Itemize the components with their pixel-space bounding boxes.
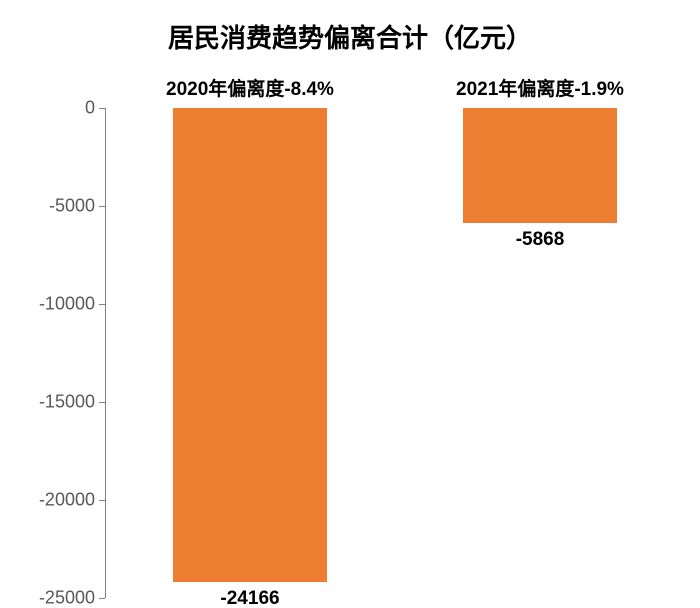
bar [463, 108, 617, 223]
y-axis-line [105, 108, 106, 598]
y-tick-mark [99, 206, 105, 207]
bar-value-label: -24166 [220, 588, 279, 608]
bar-chart: 居民消费趋势偏离合计（亿元） 0-5000-10000-15000-20000-… [0, 0, 700, 608]
y-tick-mark [99, 402, 105, 403]
y-tick-label: -20000 [39, 490, 105, 511]
y-tick-mark [99, 304, 105, 305]
plot-area: 0-5000-10000-15000-20000-25000-24166-586… [105, 108, 685, 598]
chart-title: 居民消费趋势偏离合计（亿元） [0, 18, 700, 55]
y-tick-mark [99, 598, 105, 599]
y-tick-mark [99, 108, 105, 109]
y-tick-label: -25000 [39, 588, 105, 608]
y-tick-label: -5000 [49, 196, 105, 217]
y-tick-mark [99, 500, 105, 501]
bar [173, 108, 327, 582]
y-tick-label: -15000 [39, 392, 105, 413]
category-label: 2020年偏离度-8.4% [166, 74, 334, 101]
bar-value-label: -5868 [516, 229, 565, 251]
category-label: 2021年偏离度-1.9% [456, 74, 624, 101]
y-tick-label: -10000 [39, 294, 105, 315]
